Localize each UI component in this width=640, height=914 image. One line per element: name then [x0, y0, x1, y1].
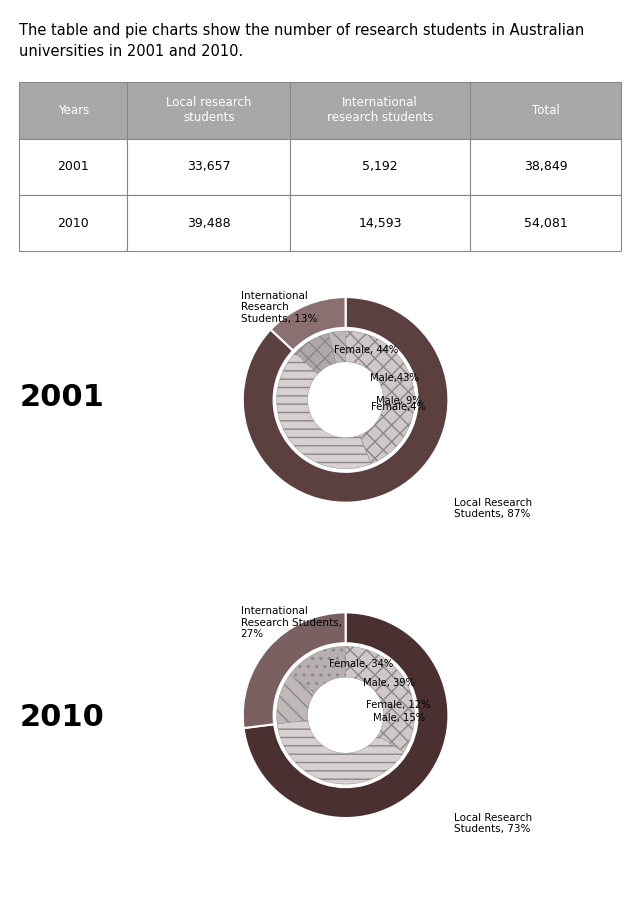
FancyBboxPatch shape	[290, 195, 470, 251]
Text: The table and pie charts show the number of research students in Australian
univ: The table and pie charts show the number…	[19, 23, 584, 58]
Text: Local Research
Students, 73%: Local Research Students, 73%	[454, 813, 532, 834]
Text: International
Research
Students, 13%: International Research Students, 13%	[241, 291, 317, 324]
FancyBboxPatch shape	[470, 195, 621, 251]
Text: 5,192: 5,192	[362, 160, 398, 174]
FancyBboxPatch shape	[19, 195, 127, 251]
Wedge shape	[276, 353, 371, 469]
Wedge shape	[243, 612, 346, 728]
Text: Female,4%: Female,4%	[371, 402, 426, 412]
Text: 38,849: 38,849	[524, 160, 568, 174]
Wedge shape	[244, 612, 449, 818]
Text: Male, 9%: Male, 9%	[376, 397, 422, 407]
Text: International
research students: International research students	[327, 97, 433, 124]
Wedge shape	[328, 331, 346, 363]
Text: 2010: 2010	[19, 703, 104, 732]
FancyBboxPatch shape	[470, 139, 621, 195]
FancyBboxPatch shape	[19, 82, 127, 139]
Wedge shape	[346, 331, 415, 464]
Wedge shape	[277, 720, 404, 784]
Text: Female, 12%: Female, 12%	[366, 700, 430, 710]
Wedge shape	[276, 675, 315, 724]
Text: Years: Years	[58, 104, 89, 117]
Text: 54,081: 54,081	[524, 217, 568, 229]
FancyBboxPatch shape	[470, 82, 621, 139]
Text: Local research
students: Local research students	[166, 97, 252, 124]
Text: 33,657: 33,657	[187, 160, 230, 174]
Wedge shape	[290, 646, 346, 693]
FancyBboxPatch shape	[127, 139, 290, 195]
Text: Female, 44%: Female, 44%	[333, 345, 397, 356]
Text: 2010: 2010	[58, 217, 89, 229]
FancyBboxPatch shape	[290, 139, 470, 195]
Text: 39,488: 39,488	[187, 217, 230, 229]
FancyBboxPatch shape	[19, 139, 127, 195]
FancyBboxPatch shape	[127, 82, 290, 139]
Wedge shape	[346, 646, 415, 752]
Text: Male,43%: Male,43%	[370, 373, 419, 383]
Text: Total: Total	[532, 104, 559, 117]
Text: 2001: 2001	[19, 383, 104, 412]
Wedge shape	[296, 333, 336, 374]
FancyBboxPatch shape	[127, 195, 290, 251]
Wedge shape	[243, 297, 449, 503]
Text: 2001: 2001	[58, 160, 89, 174]
Text: International
Research Students,
27%: International Research Students, 27%	[241, 606, 342, 639]
Text: Male, 15%: Male, 15%	[373, 713, 425, 723]
Text: Local Research
Students, 87%: Local Research Students, 87%	[454, 497, 532, 519]
Text: Female, 34%: Female, 34%	[329, 659, 394, 669]
Text: 14,593: 14,593	[358, 217, 402, 229]
Wedge shape	[271, 297, 346, 351]
FancyBboxPatch shape	[290, 82, 470, 139]
Text: Male, 39%: Male, 39%	[363, 678, 415, 688]
